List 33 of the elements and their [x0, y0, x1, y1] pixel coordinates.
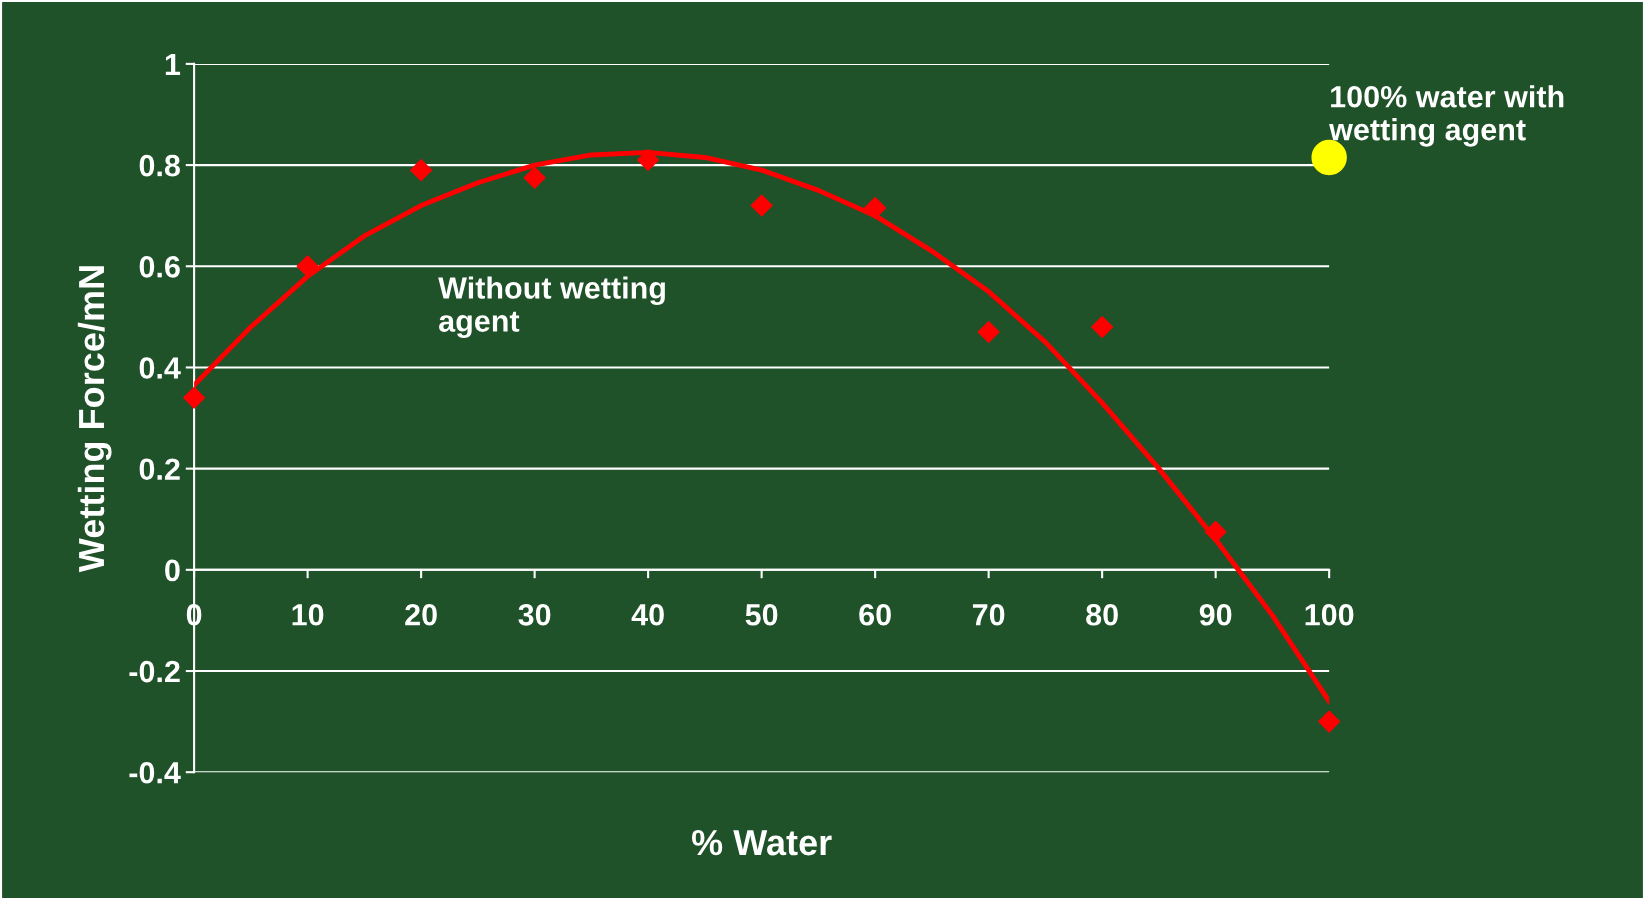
x-tick-label: 100: [1305, 603, 1354, 626]
x-tick-label: 30: [518, 603, 551, 626]
x-tick-label: 70: [972, 603, 1005, 626]
y-tick-label: 1: [165, 53, 181, 75]
x-axis-title: % Water: [691, 829, 832, 856]
point: [1091, 315, 1114, 338]
y-tick-label: -0.2: [129, 660, 180, 683]
y-tick-label: 0.2: [139, 458, 180, 481]
point: [637, 149, 660, 172]
point: [410, 159, 433, 182]
point: [864, 197, 887, 220]
x-tick-label: 50: [745, 603, 778, 626]
annotation: Without wetting agent: [438, 276, 665, 339]
point: [296, 255, 319, 278]
point: [1318, 710, 1341, 733]
y-tick-label: 0.6: [139, 256, 180, 278]
point: [750, 194, 773, 217]
y-tick-label: 0.4: [139, 357, 181, 379]
x-tick-label: 10: [292, 603, 324, 626]
x-tick-label: 60: [859, 603, 891, 626]
y-tick-label: 0: [165, 559, 180, 582]
point: [1204, 520, 1227, 543]
y-tick-label: 0.8: [139, 154, 180, 177]
x-tick-label: 20: [405, 603, 437, 626]
x-tick-label: 90: [1199, 603, 1232, 626]
x-tick-label: 40: [631, 603, 664, 626]
x-tick-label: 80: [1086, 603, 1118, 626]
point: [977, 321, 1000, 344]
point: [523, 166, 546, 189]
y-tick-label: -0.4: [129, 761, 181, 784]
annotation: 100% water with wetting agent: [1329, 85, 1564, 147]
y-axis-title: Wetting Force/mN: [77, 266, 112, 573]
point: [183, 386, 206, 409]
